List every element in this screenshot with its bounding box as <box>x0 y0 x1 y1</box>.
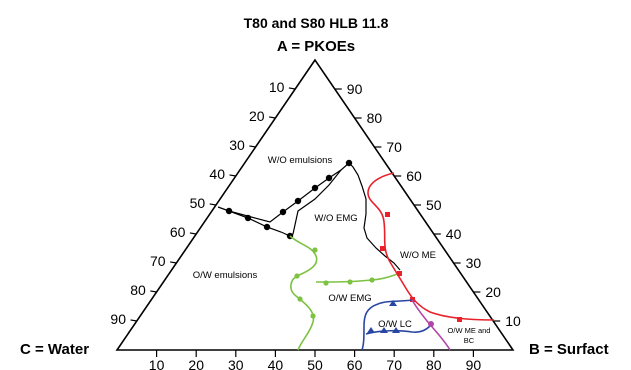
left-axis-tick-mark <box>130 319 137 322</box>
region-label-wo-emg: W/O EMG <box>314 213 357 224</box>
left-axis-tick-label: 60 <box>170 224 186 240</box>
right-axis-tick-label: 80 <box>367 110 383 126</box>
left-axis-tick-mark <box>288 87 296 90</box>
green-boundary-curve <box>289 235 318 351</box>
right-axis-tick-label: 50 <box>426 197 442 213</box>
ternary-triangle <box>115 58 515 351</box>
green-marker <box>312 247 318 253</box>
vertex-b-label: B = Surfact <box>529 341 609 358</box>
region-label-wo-me: W/O ME <box>400 250 436 261</box>
region-label-wo-emulsions: W/O emulsions <box>268 155 333 166</box>
blue-boundary-branch <box>365 325 431 335</box>
blue-marker <box>392 327 400 333</box>
red-boundary <box>367 172 495 322</box>
region-label-ow-me-bc-line1: O/W ME and <box>448 326 491 335</box>
bottom-axis-tick-label: 40 <box>268 357 284 370</box>
left-axis-tick-label: 20 <box>249 108 265 124</box>
bottom-axis-ticks: 10 20 30 40 50 60 70 80 90 <box>149 350 482 370</box>
right-axis-tick-label: 40 <box>446 226 462 242</box>
left-axis-tick-mark <box>150 290 157 293</box>
purple-boundary-curve <box>411 299 451 351</box>
bottom-axis-tick-label: 20 <box>188 357 204 370</box>
left-axis-tick-label: 40 <box>209 166 225 182</box>
bottom-axis-tick-label: 70 <box>386 357 402 370</box>
green-marker <box>369 277 375 283</box>
green-marker <box>323 280 329 286</box>
red-marker <box>397 271 402 276</box>
right-axis-tick-label: 60 <box>406 168 422 184</box>
green-boundary <box>289 235 401 351</box>
region-label-ow-emg: O/W EMG <box>328 293 371 304</box>
green-marker <box>347 279 353 285</box>
region-label-ow-emulsions: O/W emulsions <box>193 270 258 281</box>
bottom-axis-tick-label: 60 <box>347 357 363 370</box>
bottom-axis-tick-label: 30 <box>228 357 244 370</box>
left-axis-tick-label: 10 <box>269 79 285 95</box>
red-marker <box>410 297 415 302</box>
left-axis-tick-mark <box>269 116 276 119</box>
left-axis-tick-mark <box>249 145 256 148</box>
green-marker <box>310 313 316 319</box>
blue-marker <box>389 300 397 306</box>
left-axis-tick-label: 30 <box>229 137 245 153</box>
blue-boundary <box>361 299 431 351</box>
left-axis-tick-mark <box>189 232 197 235</box>
green-marker <box>297 296 303 302</box>
blue-marker <box>380 327 388 333</box>
red-boundary-curve <box>367 172 495 321</box>
right-axis-tick-label: 10 <box>505 313 521 329</box>
left-axis-tick-label: 50 <box>190 195 206 211</box>
black-marker <box>263 223 271 231</box>
right-axis-tick-label: 30 <box>466 255 482 271</box>
black-boundary-upper <box>228 169 342 223</box>
vertex-c-label: C = Water <box>20 341 89 358</box>
black-marker <box>345 159 353 167</box>
green-marker <box>294 273 300 279</box>
right-axis-tick-label: 20 <box>485 284 501 300</box>
red-marker <box>385 212 390 217</box>
red-marker <box>380 246 385 251</box>
bottom-axis-tick-label: 10 <box>149 357 165 370</box>
left-axis-tick-mark <box>170 261 177 264</box>
bottom-axis-tick-label: 50 <box>307 357 323 370</box>
region-label-ow-lc: O/W LC <box>378 319 412 330</box>
bottom-axis-tick-label: 90 <box>466 357 482 370</box>
blue-marker <box>367 327 375 333</box>
red-marker <box>457 317 462 322</box>
left-axis-tick-label: 90 <box>110 311 126 327</box>
right-axis-tick-label: 70 <box>386 139 402 155</box>
left-axis-tick-mark <box>229 174 236 177</box>
vertex-a-label: A = PKOEs <box>277 38 355 55</box>
right-axis-tick-label: 90 <box>347 81 363 97</box>
purple-boundary <box>411 299 451 351</box>
green-boundary-branch <box>315 272 401 283</box>
bottom-axis-tick-label: 80 <box>426 357 442 370</box>
purple-marker <box>428 321 434 327</box>
blue-boundary-curve <box>361 299 413 351</box>
diagram-title: T80 and S80 HLB 11.8 <box>244 15 389 31</box>
left-axis-tick-label: 80 <box>130 282 146 298</box>
left-axis-tick-mark <box>209 203 217 206</box>
left-axis-tick-label: 70 <box>150 253 166 269</box>
region-label-ow-me-bc-line2: BC <box>464 336 475 345</box>
